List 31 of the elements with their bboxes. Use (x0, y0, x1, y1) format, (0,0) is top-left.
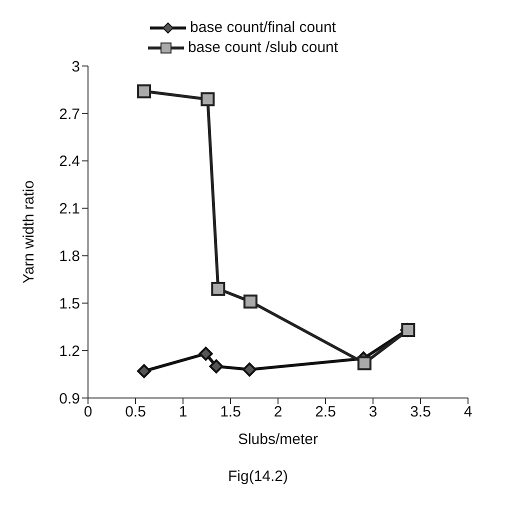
legend-label: base count /slub count (188, 38, 338, 58)
point (137, 364, 152, 378)
legend-label: base count/final count (190, 18, 336, 38)
x-tick-label: 0.5 (125, 404, 146, 421)
y-axis-title: Yarn width ratio (20, 180, 38, 284)
y-tick-label: 3 (72, 58, 80, 76)
point (200, 92, 215, 106)
point (211, 282, 226, 296)
y-tick-label: 2.7 (59, 106, 80, 123)
x-tick-label: 1.5 (220, 404, 241, 421)
point (243, 294, 258, 309)
x-tick-label: 3.5 (410, 404, 431, 421)
y-tick-label: 2.1 (59, 200, 80, 218)
x-tick-label: 2.5 (315, 404, 336, 421)
y-tick-label: 2.4 (59, 153, 80, 170)
point (357, 356, 372, 370)
x-tick-label: 3 (368, 404, 378, 421)
text: Fig(14.2) (226, 468, 290, 485)
y-tick-label: 0.9 (59, 390, 80, 408)
y-tick-label: 1.5 (59, 295, 80, 312)
point (242, 362, 256, 377)
x-tick-label: 1 (178, 404, 188, 421)
x-axis-title: Slubs/meter (238, 431, 318, 448)
y-tick-label: 1.2 (59, 342, 80, 360)
x-tick-label: 0 (84, 404, 92, 421)
point (198, 346, 213, 361)
point (137, 84, 152, 98)
x-tick-label: 4 (464, 404, 472, 421)
y-tick-label: 1.8 (59, 248, 80, 266)
x-tick-label: 2 (274, 404, 282, 421)
point (209, 359, 224, 374)
